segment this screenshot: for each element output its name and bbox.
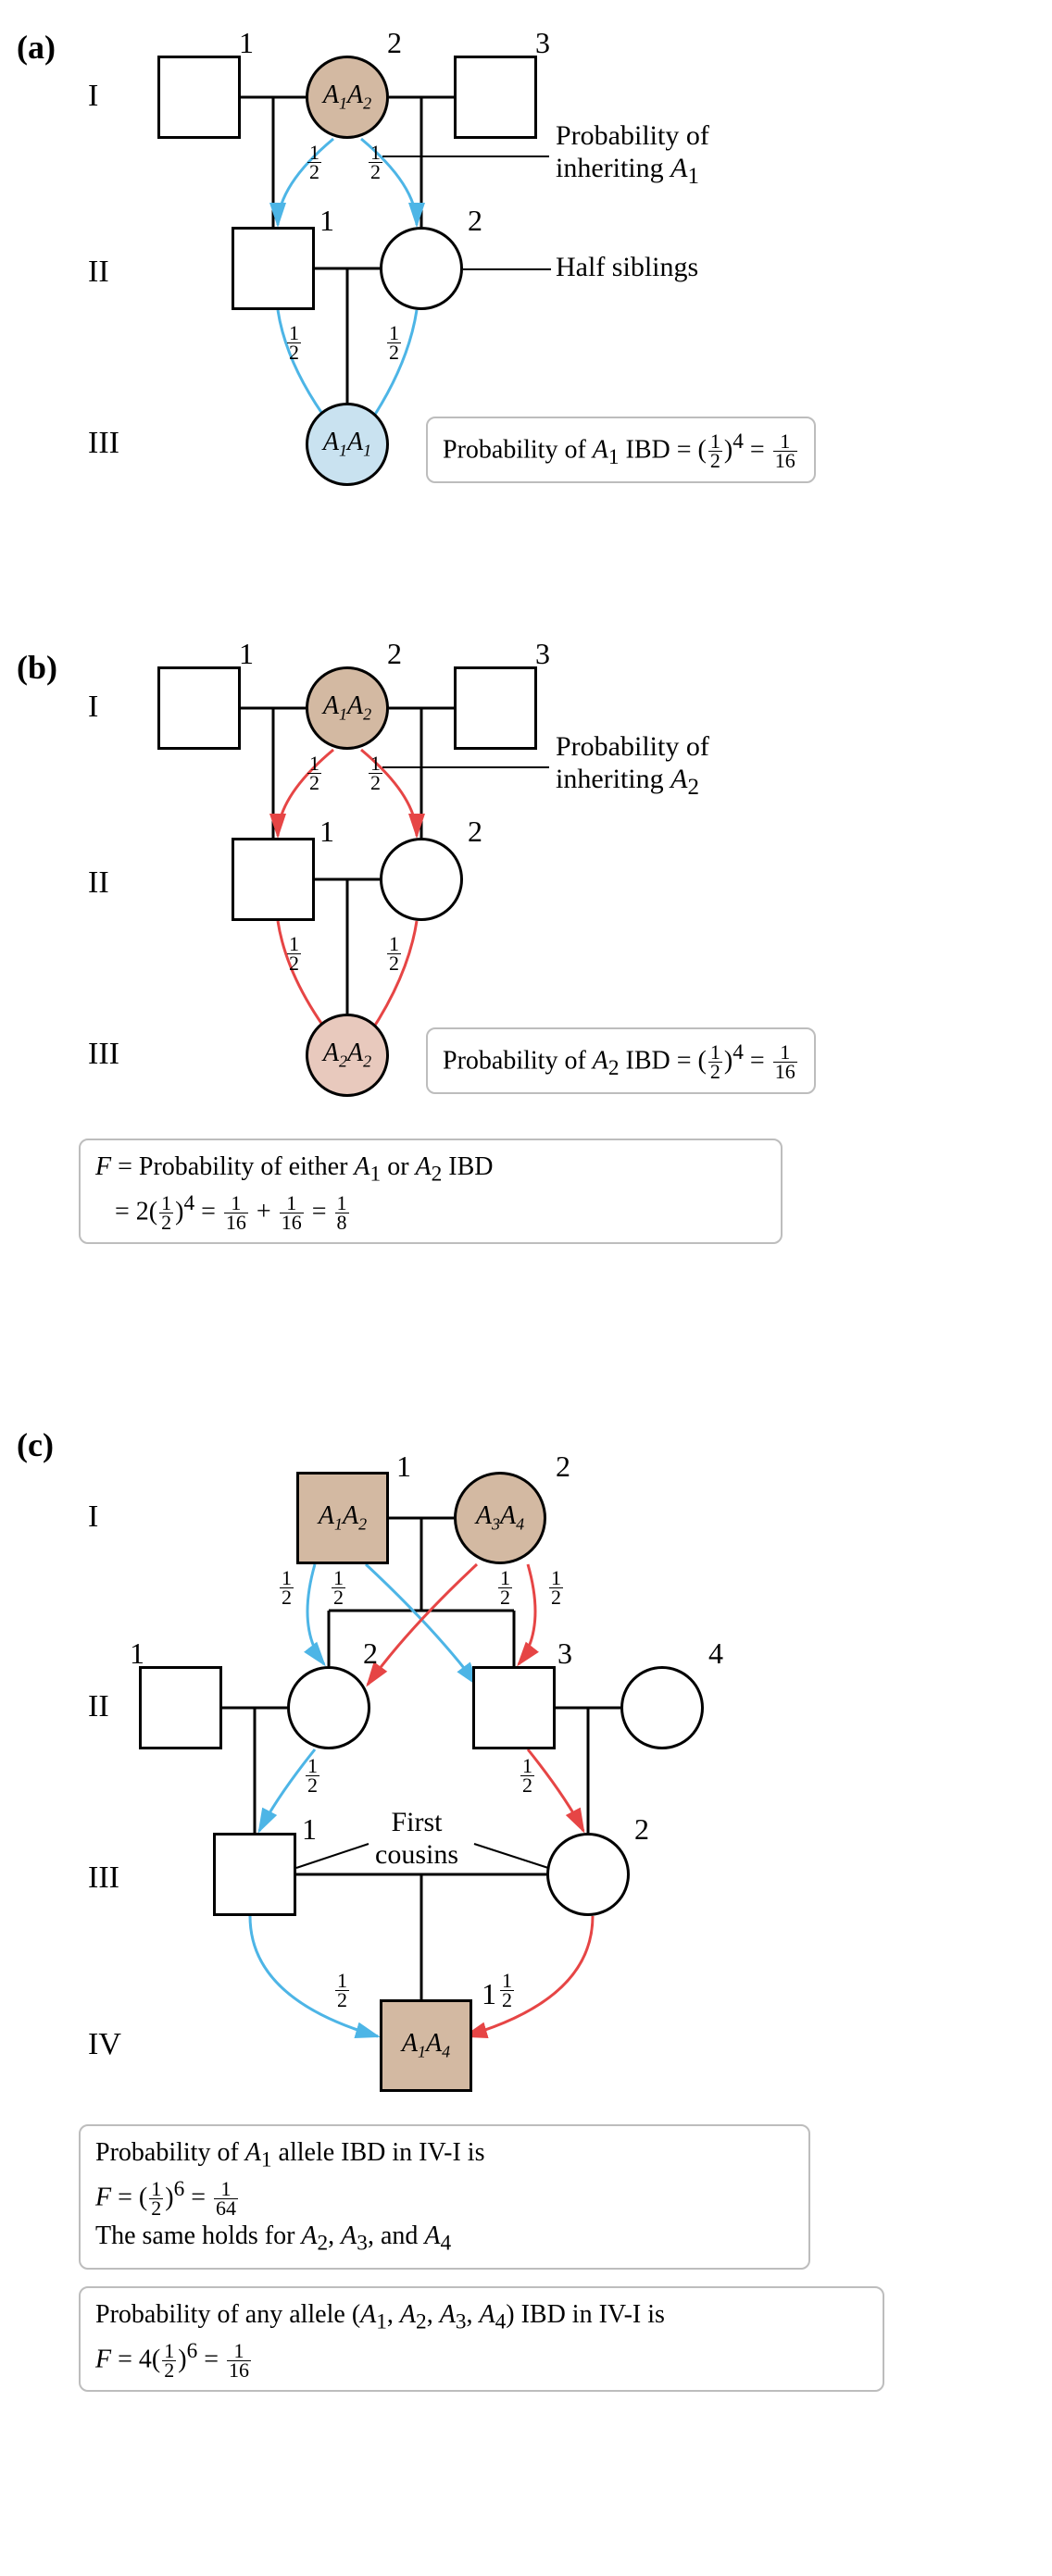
panel-a: (a) I II III 1 A1A2 2 3 1 2: [0, 0, 1052, 648]
a-I-1-square: [157, 56, 241, 139]
c-III-1-num: 1: [302, 1812, 317, 1847]
c-frac-I1b: 12: [332, 1569, 345, 1607]
panel-c-lines: [0, 1407, 1052, 2425]
b-III-1-circle: A2A2: [306, 1014, 389, 1097]
a-frac-1: 12: [307, 143, 321, 181]
c-I-2-genotype: A3A4: [476, 1501, 524, 1535]
b-I-1-square: [157, 666, 241, 750]
c-III-1-square: [213, 1833, 296, 1916]
c-frac-I2a: 12: [498, 1569, 512, 1607]
gen-b-2: II: [88, 865, 109, 901]
c-frac-I1a: 12: [280, 1569, 294, 1607]
a-annot2-line: [463, 268, 551, 270]
b-III-1-genotype: A2A2: [323, 1039, 371, 1072]
c-I-1-genotype: A1A2: [319, 1501, 367, 1535]
c-II-1-square: [139, 1666, 222, 1749]
c-II-2-circle: [287, 1666, 370, 1749]
c-frac-II3: 12: [520, 1757, 534, 1795]
c-III-2-circle: [546, 1833, 630, 1916]
gen-c-2: II: [88, 1689, 109, 1724]
a-caption-box: Probability of A1 IBD = (12)4 = 116: [426, 417, 816, 483]
gen-a-2: II: [88, 255, 109, 290]
c-IV-1-genotype: A1A4: [402, 2029, 450, 2062]
a-frac-3: 12: [287, 324, 301, 362]
gen-a-3: III: [88, 426, 119, 461]
a-annot-2: Half siblings: [556, 252, 698, 284]
c-caption-box-2: Probability of any allele (A1, A2, A3, A…: [79, 2286, 884, 2392]
panel-a-label: (a): [17, 28, 56, 67]
c-frac-IVL: 12: [335, 1972, 349, 2010]
b-annot1-line: [382, 766, 549, 768]
a-annot1-line: [382, 156, 549, 157]
c-II-4-num: 4: [708, 1636, 723, 1671]
panel-b-label: (b): [17, 648, 57, 687]
b-frac-2: 12: [369, 754, 382, 792]
b-II-2-num: 2: [468, 815, 482, 849]
b-annot-1: Probability of inheriting A2: [556, 731, 709, 801]
a-annot-1: Probability of inheriting A1: [556, 120, 709, 190]
b-I-3-square: [454, 666, 537, 750]
c-II-2-num: 2: [363, 1636, 378, 1671]
c-II-3-num: 3: [557, 1636, 572, 1671]
b-caption-box-1: Probability of A2 IBD = (12)4 = 116: [426, 1027, 816, 1094]
c-frac-II2: 12: [306, 1757, 319, 1795]
b-II-1-square: [232, 838, 315, 921]
a-I-2-circle: A1A2: [306, 56, 389, 139]
a-frac-4: 12: [387, 324, 401, 362]
b-II-2-circle: [380, 838, 463, 921]
b-I-1-num: 1: [239, 637, 254, 671]
a-I-3-num: 3: [535, 26, 550, 60]
c-III-2-num: 2: [634, 1812, 649, 1847]
b-frac-1: 12: [307, 754, 321, 792]
c-II-3-square: [472, 1666, 556, 1749]
a-II-2-circle: [380, 227, 463, 310]
gen-a-1: I: [88, 79, 98, 114]
gen-c-1: I: [88, 1500, 98, 1535]
b-I-2-genotype: A1A2: [323, 691, 371, 725]
c-annot-fc: Firstcousins: [375, 1807, 458, 1871]
c-IV-1-square: A1A4: [380, 1999, 472, 2092]
a-III-1-genotype: A1A1: [323, 428, 371, 461]
gen-c-4: IV: [88, 2027, 121, 2062]
a-II-1-num: 1: [319, 204, 334, 238]
a-I-2-num: 2: [387, 26, 402, 60]
panel-c: (c) I II: [0, 1407, 1052, 2576]
c-II-4-circle: [620, 1666, 704, 1749]
gen-b-3: III: [88, 1037, 119, 1072]
c-I-2-circle: A3A4: [454, 1472, 546, 1564]
c-I-1-square: A1A2: [296, 1472, 389, 1564]
c-IV-1-num: 1: [482, 1977, 496, 2011]
b-caption-box-2: F = Probability of either A1 or A2 IBD =…: [79, 1139, 783, 1244]
panel-c-label: (c): [17, 1425, 54, 1464]
b-I-2-num: 2: [387, 637, 402, 671]
c-caption-box-1: Probability of A1 allele IBD in IV-I is …: [79, 2124, 810, 2270]
a-frac-2: 12: [369, 143, 382, 181]
a-I-1-num: 1: [239, 26, 254, 60]
gen-b-1: I: [88, 690, 98, 725]
panel-b: (b) I II III 1 A1A2 2 3 1 2 A2A2 12 12 1…: [0, 648, 1052, 1407]
c-frac-IVR: 12: [500, 1972, 514, 2010]
b-frac-4: 12: [387, 935, 401, 973]
c-frac-I2b: 12: [549, 1569, 563, 1607]
a-II-1-square: [232, 227, 315, 310]
a-I-2-genotype: A1A2: [323, 81, 371, 114]
b-I-2-circle: A1A2: [306, 666, 389, 750]
c-I-2-num: 2: [556, 1450, 570, 1484]
c-I-1-num: 1: [396, 1450, 411, 1484]
a-III-1-circle: A1A1: [306, 403, 389, 486]
b-frac-3: 12: [287, 935, 301, 973]
a-I-3-square: [454, 56, 537, 139]
c-II-1-num: 1: [130, 1636, 144, 1671]
gen-c-3: III: [88, 1860, 119, 1896]
a-II-2-num: 2: [468, 204, 482, 238]
b-I-3-num: 3: [535, 637, 550, 671]
b-II-1-num: 1: [319, 815, 334, 849]
